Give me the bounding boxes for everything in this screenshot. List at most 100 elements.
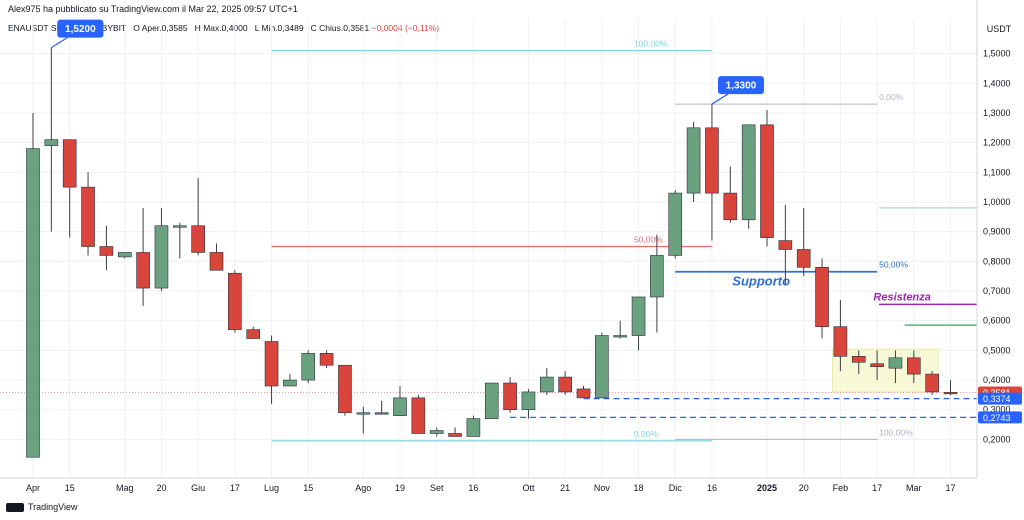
fib-right-label: 0,00% (879, 92, 904, 102)
x-tick-label: 21 (560, 483, 570, 493)
candle-body (466, 418, 481, 437)
x-tick-label: Mar (906, 483, 922, 493)
candle (650, 234, 664, 333)
x-tick-label: Ago (355, 483, 371, 493)
candle-body (888, 357, 903, 369)
x-tick-label: 18 (634, 483, 644, 493)
candle-body (356, 412, 371, 415)
candle-body (264, 341, 279, 387)
candle-body (154, 225, 169, 289)
candle-body (778, 240, 793, 250)
candle-body (760, 124, 774, 238)
candle (705, 104, 719, 241)
candle-body (943, 392, 958, 395)
x-tick-label: 16 (468, 483, 478, 493)
candle-body (576, 388, 591, 399)
candle (631, 296, 646, 351)
candle-body (246, 329, 260, 339)
x-tick-label: 19 (395, 483, 405, 493)
y-tick-label: 0,5000 (983, 345, 1011, 355)
x-tick-label: 17 (872, 483, 882, 493)
fib-right-label: 50,00% (879, 260, 908, 270)
candle (760, 110, 774, 247)
tradingview-logo-icon (6, 502, 24, 512)
x-tick-label: 20 (799, 483, 809, 493)
candle (484, 382, 499, 419)
candle (595, 332, 609, 399)
candle-body (686, 127, 701, 194)
candle-body (613, 335, 628, 338)
callout-label: 1,3300 (726, 81, 757, 92)
x-tick-label: 16 (707, 483, 717, 493)
candle-body (705, 127, 719, 194)
candle (356, 406, 371, 434)
candle-body (301, 353, 316, 381)
y-tick-label: 0,6000 (983, 316, 1011, 326)
y-tick-label: 1,1000 (983, 167, 1011, 177)
price-tag-label: 0,2743 (983, 413, 1011, 423)
candle (393, 386, 407, 416)
candle (723, 166, 738, 223)
y-tick-label: 0,3000 (983, 405, 1011, 415)
price-tag-label: 0,3374 (983, 394, 1011, 404)
x-tick-label: Lug (264, 483, 279, 493)
candle-body (851, 356, 866, 363)
support-label: Supporto (732, 274, 790, 289)
y-tick-label: 1,0000 (983, 197, 1011, 207)
candle (429, 427, 444, 437)
candle (925, 371, 939, 395)
candle (741, 124, 756, 229)
x-tick-label: 20 (156, 483, 166, 493)
candle (466, 415, 481, 437)
y-axis-unit: USDT (987, 24, 1012, 34)
candle-body (411, 397, 426, 434)
resistance-label: Resistenza (873, 291, 930, 303)
open-value: Aper.0,3585 (141, 23, 188, 33)
candle (613, 320, 628, 339)
candle (888, 350, 903, 384)
candle (943, 380, 958, 396)
price-tag (978, 392, 1022, 405)
high-value: Max.0,4000 (203, 23, 248, 33)
candle-body (81, 186, 95, 247)
candle (246, 326, 260, 339)
x-tick-label: 15 (303, 483, 313, 493)
candle-body (429, 430, 444, 434)
y-tick-label: 1,2000 (983, 138, 1011, 148)
candle-body (393, 397, 407, 416)
candle-body (925, 373, 939, 393)
y-axis: USDT 0,2000 0,3000 0,4000 0,5000 0,6000 0,7000… (976, 0, 1022, 478)
candle (668, 190, 683, 259)
levels: 100,00% 50,00% 0,00% 0,00% 50,00% 100,00% Supp… (0, 39, 977, 442)
candle (906, 350, 921, 384)
callout-box (57, 19, 104, 38)
candle-body (484, 382, 499, 419)
x-tick-label: Mag (116, 483, 134, 493)
candle (62, 139, 77, 238)
close-label: C (310, 23, 317, 33)
low-value: Min.0,3489 (261, 23, 304, 33)
candle (117, 252, 132, 259)
candle (833, 299, 848, 372)
fib-left-label: 100,00% (634, 39, 668, 49)
candle (870, 350, 884, 381)
candle (539, 368, 554, 395)
candle (521, 388, 536, 419)
candle (173, 222, 187, 259)
candle (81, 172, 95, 256)
candle (686, 121, 701, 202)
zones (832, 348, 939, 393)
candle (448, 427, 462, 437)
candle-body (99, 246, 114, 256)
candle-body (539, 376, 554, 393)
candle (154, 207, 169, 292)
candle-body (228, 272, 242, 330)
footer-brand: TradingView (6, 502, 78, 512)
candle-body (117, 252, 132, 258)
candle-body (448, 433, 462, 437)
candle-body (631, 296, 646, 336)
candle (411, 394, 426, 434)
x-tick-label: Dic (669, 483, 682, 493)
y-tick-label: 0,7000 (983, 286, 1011, 296)
